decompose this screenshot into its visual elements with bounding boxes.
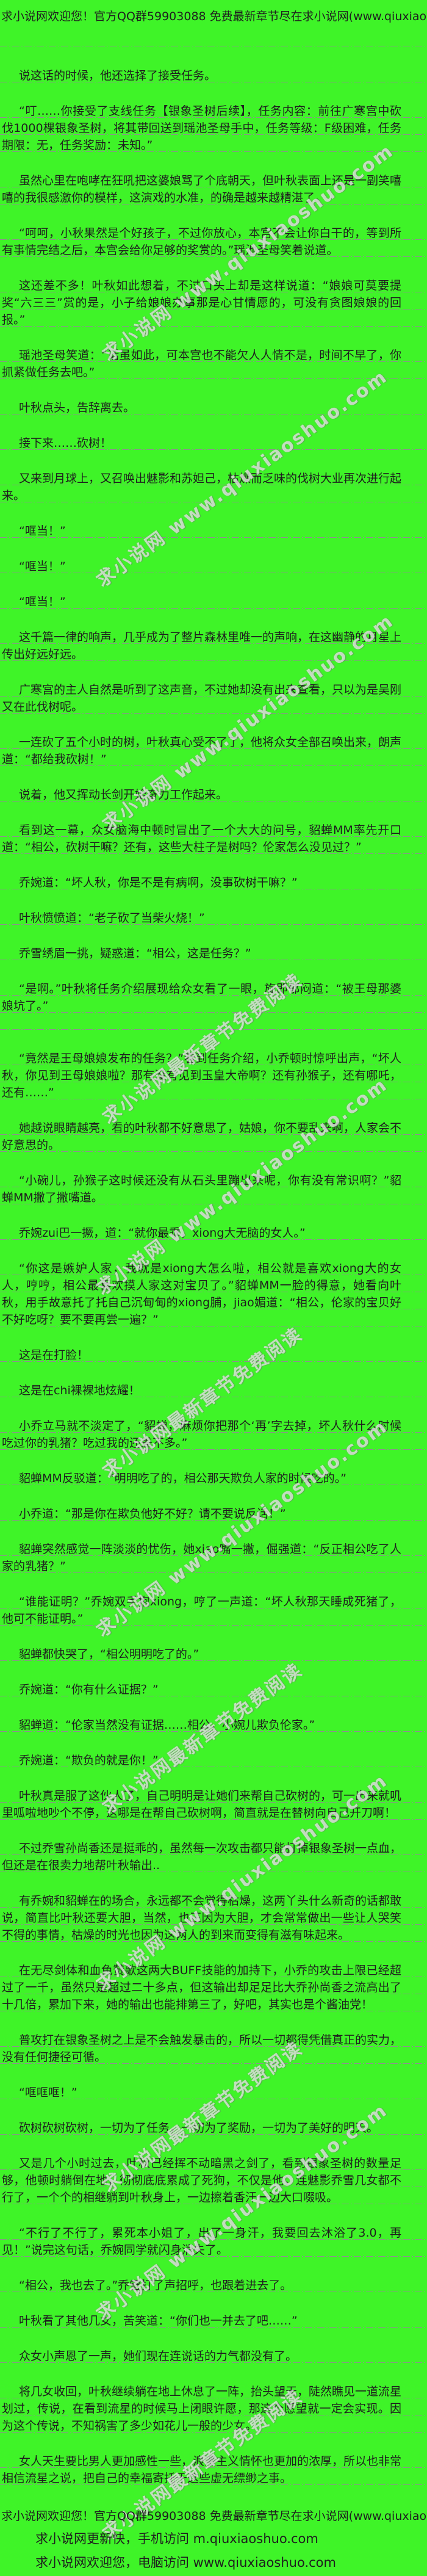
paragraph: “谁能证明？”乔婉双手抱xiong，哼了一声道：“坏人秋那天睡成死猪了，他可不能… (0, 1593, 427, 1627)
paragraph: 乔婉zui巴一撅，道：“就你最乖，xiong大无脑的女人。” (0, 1225, 427, 1242)
novel-content: 说这话的时候，他还选择了接受任务。 “叮……你接受了支线任务【银象圣树后续】，任务… (0, 46, 427, 2487)
paragraph: 将几女收回，叶秋继续躺在地上休息了一阵，抬头望天，陡然瞧见一道流星划过，传说，在… (0, 2383, 427, 2434)
paragraph: 叶秋看了其他几女，苦笑道：“你们也一并去了吧……” (0, 2312, 427, 2329)
paragraph: 普攻打在银象圣树之上是不会触发暴击的，所以一切都得凭借真正的实力，没有任何捷径可… (0, 2031, 427, 2066)
paragraph: 貂蝉道：“伦家当然没有证据……相公，小婉儿欺负伦家。” (0, 1717, 427, 1734)
paragraph: “竟然是王母娘娘发布的任务？”看到任务介绍，小乔顿时惊呼出声，“坏人秋，你见到王… (0, 1050, 427, 1101)
paragraph: 叶秋真是服了这伙人了，自己明明是让她们来帮自己砍树的，可一出来就叽里呱啦地吵个不… (0, 1787, 427, 1822)
paragraph: 一连砍了五个小时的树，叶秋真心受不了了，他将众女全部召唤出来，朗声道：“都给我砍… (0, 734, 427, 768)
paragraph: 这是在打脸！ (0, 1347, 427, 1364)
paragraph: 接下来……砍树！ (0, 435, 427, 452)
paragraph: 说着，他又挥动长剑开始奋力工作起来。 (0, 786, 427, 803)
paragraph: 貂蝉都快哭了，“相公明明吃了的。” (0, 1646, 427, 1663)
paragraph: “哐当！” (0, 558, 427, 575)
paragraph: 叶秋点头，告辞离去。 (0, 399, 427, 416)
paragraph: “小碗儿，孙猴子这时候还没有从石头里蹦出来呢，你有没有常识啊？”貂蝉MM撇了撇嘴… (0, 1172, 427, 1206)
paragraph: 叶秋愤愤道：“老子砍了当柴火烧！” (0, 910, 427, 927)
paragraph: “哐当！” (0, 593, 427, 610)
paragraph: “叮……你接受了支线任务【银象圣树后续】，任务内容：前往广寒宫中砍伐1000棵银… (0, 103, 427, 154)
paragraph: 广寒宫的主人自然是听到了这声音，不过她却没有出来查看，只以为是吴刚又在此伐树呢。 (0, 681, 427, 715)
paragraph: 看到这一幕，众女脑海中顿时冒出了一个大大的问号，貂蝉MM率先开口道：“相公，砍树… (0, 822, 427, 856)
footer: 求小说网欢迎您！官方QQ群59903088 免费最新章节尽在求小说网(www.q… (0, 2507, 427, 2571)
paragraph: “呵呵，小秋果然是个好孩子，不过你放心，本宫不会让你白干的，等到所有事情完结之后… (0, 225, 427, 259)
paragraph: 又是几个小时过去，叶秋已经挥不动暗黑之剑了，看到银象圣树的数量足够，他顿时躺倒在… (0, 2155, 427, 2206)
paragraph: 又来到月球上，又召唤出魅影和苏妲己，枯燥而乏味的伐树大业再次进行起来。 (0, 470, 427, 504)
header-notice: 求小说网欢迎您！官方QQ群59903088 免费最新章节尽在求小说网(www.q… (1, 10, 427, 23)
paragraph: 说这话的时候，他还选择了接受任务。 (0, 67, 427, 84)
paragraph: 虽然心里在咆哮在狂吼把这婆娘骂了个底朝天，但叶秋表面上还是一副笑嘻嘻的我很感激你… (0, 172, 427, 206)
paragraph: 乔婉道：“坏人秋，你是不是有病啊，没事砍树干嘛？” (0, 874, 427, 891)
paragraph: 瑶池圣母笑道：“话虽如此，可本宫也不能欠人人情不是，时间不早了，你抓紧做任务去吧… (0, 347, 427, 381)
paragraph: 在无尽剑体和血色赞歌这两大BUFF技能的加持下，小乔的攻击上限已经超过了一千，虽… (0, 1962, 427, 2013)
footer-pc-url: 求小说网欢迎您，电脑访问 www.qiuxiaoshuo.com (35, 2555, 336, 2570)
footer-mobile-url: 求小说网更新快，手机访问 m.qiuxiaoshuo.com (35, 2531, 318, 2546)
paragraph: “是啊。”叶秋将任务介绍展现给众女看了一眼，旋即郁闷道：“被王母那婆娘坑了。” (0, 980, 427, 1032)
paragraph: 貂蝉MM反驳道：“明明吃了的，相公那天欺负人家的时候吃的。” (0, 1470, 427, 1487)
paragraph: 这还差不多！叶秋如此想着，不过口头上却是这样说道：“娘娘可莫要提奖“六三三”赏的… (0, 277, 427, 328)
footer-notice: 求小说网欢迎您！官方QQ群59903088 免费最新章节尽在求小说网(www.q… (1, 2509, 427, 2523)
paragraph: “不行了不行了，累死本小姐了，出了一身汗，我要回去沐浴了3.0，再见！”说完这句… (0, 2224, 427, 2259)
paragraph: 她越说眼睛越亮，看的叶秋都不好意思了，姑娘，你不要乱来啊，人家会不好意思的。 (0, 1120, 427, 1154)
paragraph: 众女小声恩了一声，她们现在连说话的力气都没有了。 (0, 2348, 427, 2365)
paragraph: “相公，我也去了。”乔雪打了声招呼，也跟着进去了。 (0, 2277, 427, 2294)
paragraph: 有乔婉和貂蝉在的场合，永远都不会觉得枯燥，这两丫头什么新奇的话都敢说，简直比叶秋… (0, 1892, 427, 1944)
paragraph: 乔婉道：“欺负的就是你！” (0, 1752, 427, 1769)
paragraph: “哐哐哐！” (0, 2084, 427, 2101)
paragraph: 这千篇一律的响声，几乎成为了整片森林里唯一的声响，在这幽静的月星上传出好远好远。 (0, 629, 427, 663)
paragraph: “你这是嫉妒人家，我就是xiong大怎么啦，相公就是喜欢xiong大的女人，哼哼… (0, 1260, 427, 1328)
paragraph: “哐当！” (0, 523, 427, 540)
paragraph: 乔雪绣眉一挑，疑惑道：“相公，这是任务？” (0, 945, 427, 962)
paragraph: 砍树砍树砍树，一切为了任务，一切为了奖励，一切为了美好的明天。 (0, 2119, 427, 2136)
paragraph: 小乔立马就不淡定了，“貂蝉，麻烦你把那个‘再’字去掉，坏人秋什么时候吃过你的乳猪… (0, 1417, 427, 1452)
paragraph: 小乔道：“那是你在欺负他好不好？请不要说反话！” (0, 1505, 427, 1522)
paragraph: 这是在chi裸裸地炫耀！ (0, 1382, 427, 1399)
paragraph: 不过乔雪孙尚香还是挺乖的，虽然每一次攻击都只能打掉银象圣树一点血，但还是在很卖力… (0, 1840, 427, 1874)
paragraph: 乔婉道：“你有什么证据？” (0, 1681, 427, 1698)
paragraph: 女人天生要比男人更加感性一些，浪漫主义情怀也更加的浓厚，所以也非常相信流星之说，… (0, 2453, 427, 2487)
paragraph: 貂蝉突然感觉一阵淡淡的忧伤，她xiao嘴一撇，倔强道：“反正相公吃了人家的乳猪？… (0, 1541, 427, 1575)
